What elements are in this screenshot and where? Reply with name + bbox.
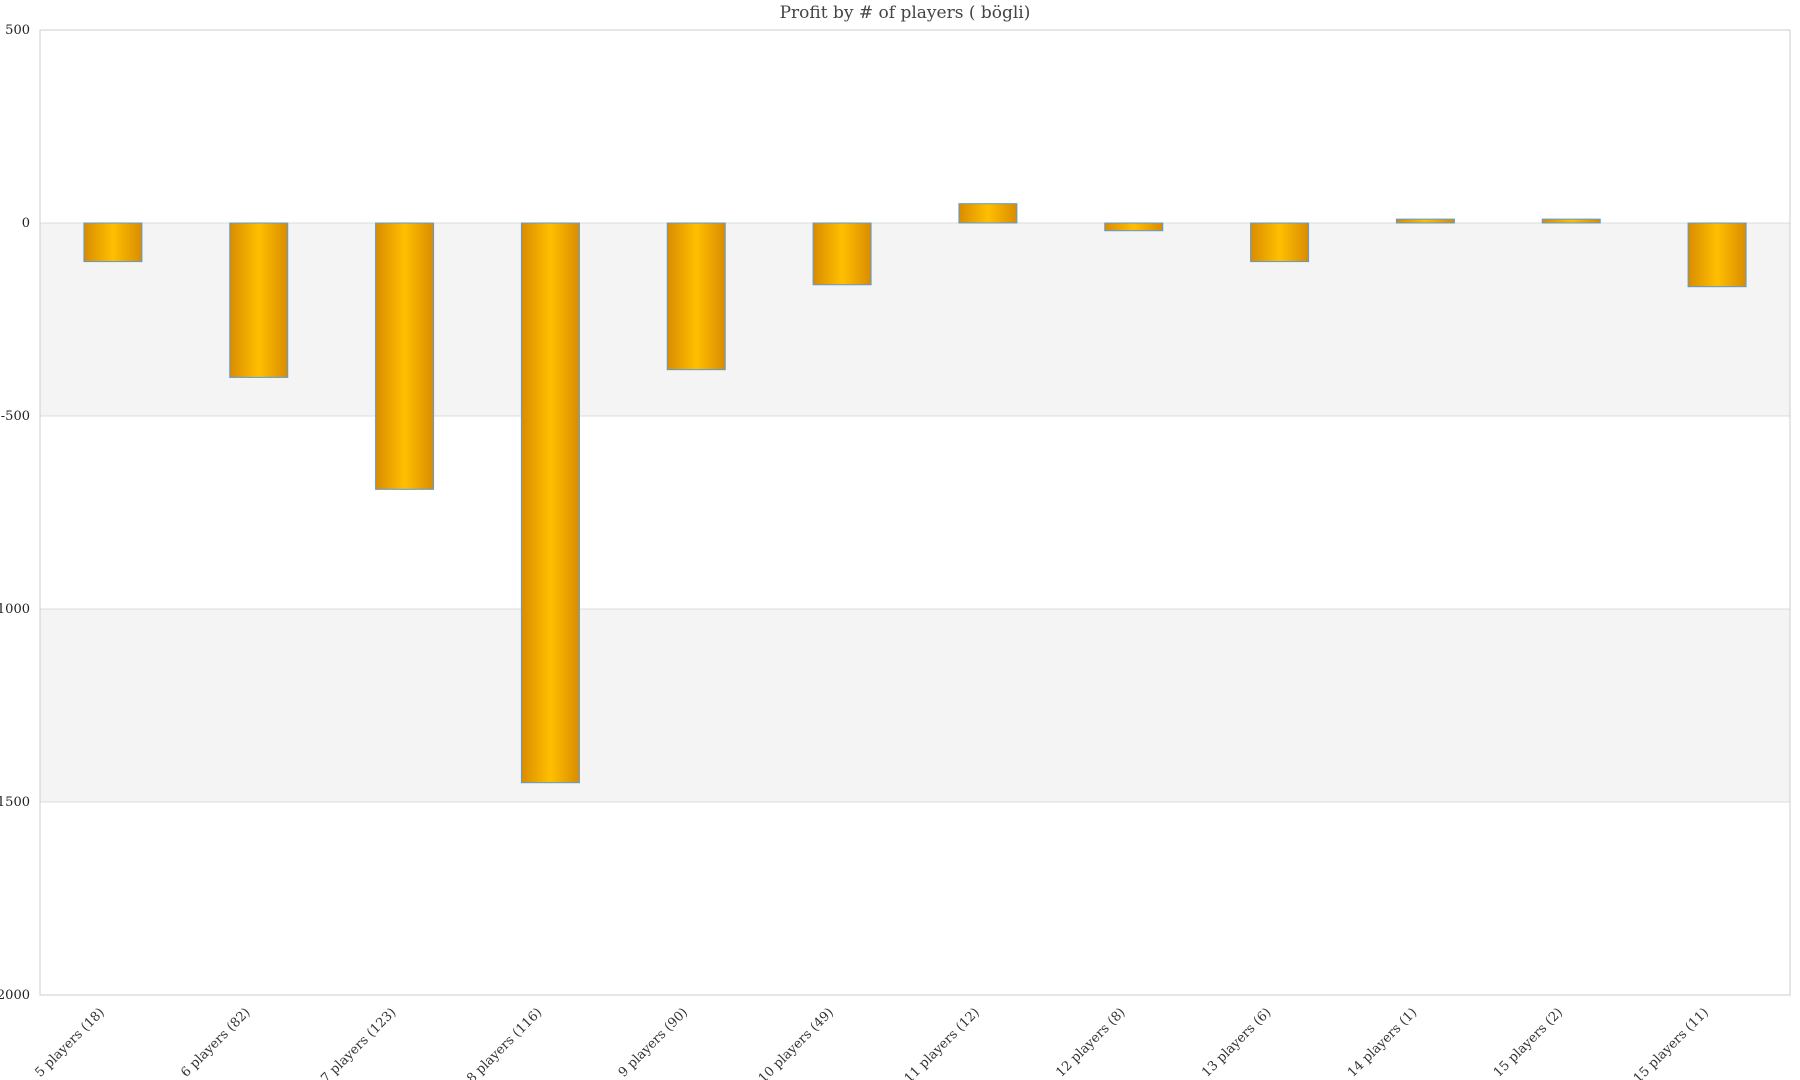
bars	[83, 203, 1747, 784]
y-tick-label: 0	[22, 216, 30, 231]
x-tick-label: 11 players (12)	[902, 1005, 983, 1080]
x-tick-label: 7 players (123)	[318, 1005, 399, 1080]
bar	[375, 222, 435, 490]
y-tick-label: -1500	[0, 795, 30, 810]
x-tick-label: >15 players (11)	[1623, 1005, 1712, 1080]
plot-band	[40, 223, 1790, 416]
x-tick-label: 15 players (2)	[1491, 1005, 1566, 1080]
bar	[812, 222, 872, 286]
gridlines	[40, 29, 1790, 996]
y-tick-label: -1000	[0, 602, 30, 617]
bar	[229, 222, 289, 378]
bar	[1395, 218, 1455, 224]
plot-band	[40, 609, 1790, 802]
y-tick-label: -500	[1, 409, 30, 424]
x-axis: 5 players (18) 6 players (82) 7 players (1…	[33, 1005, 1712, 1080]
x-tick-label: 9 players (90)	[616, 1005, 691, 1080]
bar	[83, 222, 143, 263]
plot-bands	[40, 223, 1790, 802]
x-tick-label: 12 players (8)	[1053, 1005, 1128, 1080]
y-tick-label: 500	[5, 23, 30, 38]
x-tick-label: 10 players (49)	[756, 1005, 837, 1080]
y-axis: 500 0 -500 -1000 -1500 -2000	[0, 23, 30, 1003]
y-tick-label: -2000	[0, 988, 30, 1003]
bar	[958, 203, 1018, 224]
x-tick-label: 8 players (116)	[464, 1005, 545, 1080]
chart-title: Profit by # of players ( bögli)	[780, 3, 1031, 23]
x-tick-label: 14 players (1)	[1345, 1005, 1420, 1080]
x-tick-label: 6 players (82)	[178, 1005, 253, 1080]
bar	[1687, 222, 1747, 288]
plot-frame	[39, 29, 1791, 996]
bar	[1541, 218, 1601, 224]
bar	[520, 222, 580, 784]
bar	[1250, 222, 1310, 263]
x-tick-label: 5 players (18)	[33, 1005, 108, 1080]
bar	[666, 222, 726, 371]
x-tick-label: 13 players (6)	[1199, 1005, 1274, 1080]
bar	[1104, 222, 1164, 232]
